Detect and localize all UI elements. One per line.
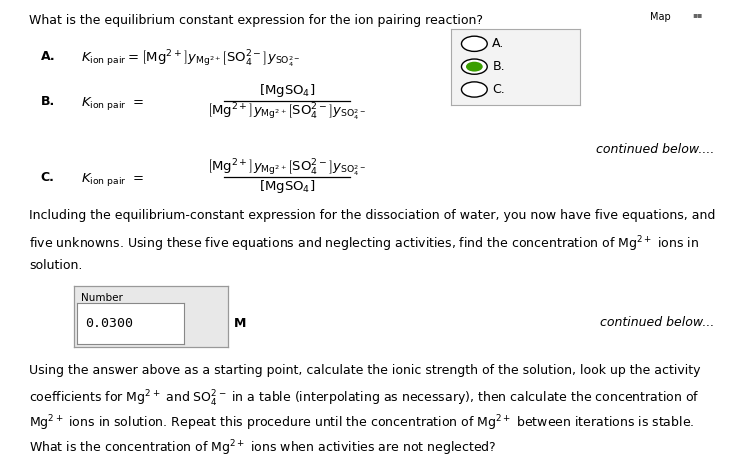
Circle shape (461, 59, 487, 74)
Text: $\left[\mathrm{Mg}^{2+}\right]y_{\mathrm{Mg}^{2+}}\left[\mathrm{SO}_4^{2-}\right: $\left[\mathrm{Mg}^{2+}\right]y_{\mathrm… (208, 102, 367, 123)
Text: A.: A. (492, 37, 505, 50)
Text: continued below...: continued below... (600, 316, 714, 329)
Text: five unknowns. Using these five equations and neglecting activities, find the co: five unknowns. Using these five equation… (29, 234, 699, 254)
Text: Using the answer above as a starting point, calculate the ionic strength of the : Using the answer above as a starting poi… (29, 364, 701, 377)
Text: Number: Number (81, 293, 123, 303)
Text: C.: C. (40, 171, 54, 184)
Text: solution.: solution. (29, 259, 83, 272)
Text: A.: A. (40, 50, 55, 63)
Text: $\left[\mathrm{MgSO}_4\right]$: $\left[\mathrm{MgSO}_4\right]$ (259, 178, 315, 195)
Text: What is the equilibrium constant expression for the ion pairing reaction?: What is the equilibrium constant express… (29, 14, 484, 27)
Text: $K_{\mathrm{ion\ pair}}\ =$: $K_{\mathrm{ion\ pair}}\ =$ (81, 95, 144, 112)
Text: coefficients for Mg$^{2+}$ and SO$_4^{2-}$ in a table (interpolating as necessar: coefficients for Mg$^{2+}$ and SO$_4^{2-… (29, 389, 700, 409)
Text: $\left[\mathrm{MgSO}_4\right]$: $\left[\mathrm{MgSO}_4\right]$ (259, 82, 315, 99)
Circle shape (461, 82, 487, 97)
Text: C.: C. (492, 83, 505, 96)
Circle shape (461, 36, 487, 51)
Text: B.: B. (492, 60, 505, 73)
Text: ▪▪: ▪▪ (692, 10, 702, 20)
Text: B.: B. (40, 95, 54, 108)
Text: 0.0300: 0.0300 (85, 317, 132, 330)
Circle shape (466, 62, 483, 71)
Text: $K_{\mathrm{ion\ pair}} = \left[\mathrm{Mg}^{2+}\right]y_{\mathrm{Mg}^{2+}}\left: $K_{\mathrm{ion\ pair}} = \left[\mathrm{… (81, 49, 300, 70)
Text: continued below....: continued below.... (595, 143, 714, 156)
Text: What is the concentration of Mg$^{2+}$ ions when activities are not neglected?: What is the concentration of Mg$^{2+}$ i… (29, 438, 497, 458)
Text: M: M (234, 317, 247, 330)
Text: Mg$^{2+}$ ions in solution. Repeat this procedure until the concentration of Mg$: Mg$^{2+}$ ions in solution. Repeat this … (29, 414, 695, 433)
Text: $\left[\mathrm{Mg}^{2+}\right]y_{\mathrm{Mg}^{2+}}\left[\mathrm{SO}_4^{2-}\right: $\left[\mathrm{Mg}^{2+}\right]y_{\mathrm… (208, 158, 367, 179)
Text: Including the equilibrium-constant expression for the dissociation of water, you: Including the equilibrium-constant expre… (29, 209, 716, 222)
Text: $K_{\mathrm{ion\ pair}}\ =$: $K_{\mathrm{ion\ pair}}\ =$ (81, 171, 144, 188)
Text: Map: Map (650, 12, 670, 22)
